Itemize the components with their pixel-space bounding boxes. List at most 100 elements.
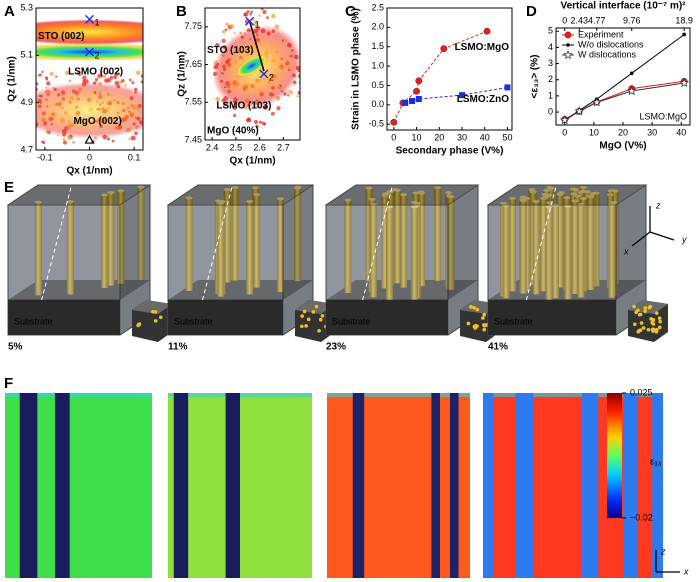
legend-label: W dislocations bbox=[578, 49, 637, 59]
pillar bbox=[217, 203, 225, 297]
pillar-top bbox=[393, 188, 401, 192]
pillar bbox=[276, 198, 284, 292]
pillar-top bbox=[545, 205, 553, 209]
box-front bbox=[325, 204, 449, 301]
slice-line bbox=[41, 184, 73, 301]
noise bbox=[225, 22, 230, 27]
substrate-front bbox=[8, 300, 120, 335]
map-edge bbox=[483, 393, 663, 397]
noise bbox=[249, 12, 253, 16]
noise bbox=[46, 81, 51, 86]
axis-letter: z bbox=[660, 546, 666, 556]
noise bbox=[100, 70, 104, 74]
pillar-top bbox=[368, 197, 376, 201]
pillar bbox=[418, 193, 426, 287]
pillar-top bbox=[611, 189, 619, 193]
noise bbox=[94, 78, 99, 82]
pillar-top bbox=[563, 196, 571, 200]
y-tick-label: 7.65 bbox=[184, 59, 202, 69]
point bbox=[402, 99, 409, 106]
point bbox=[682, 32, 686, 37]
band bbox=[36, 19, 143, 45]
noise bbox=[258, 120, 263, 124]
pillar-top bbox=[606, 193, 614, 197]
inset-dot bbox=[300, 314, 304, 318]
pillar bbox=[34, 202, 42, 296]
pillar-top bbox=[570, 192, 578, 196]
pillar-top bbox=[583, 190, 591, 194]
pillar-section bbox=[19, 393, 38, 578]
y-tick-label: 7.75 bbox=[184, 21, 202, 31]
pillar-section bbox=[582, 393, 599, 578]
inset-dot bbox=[654, 311, 659, 315]
pillar-top bbox=[543, 189, 551, 193]
inset-dot bbox=[657, 325, 662, 330]
noise bbox=[78, 73, 82, 77]
marker-cross bbox=[245, 16, 255, 26]
panel-label: D bbox=[526, 3, 537, 20]
legend-marker bbox=[563, 50, 573, 60]
inset-dot bbox=[472, 305, 476, 310]
point bbox=[390, 118, 398, 126]
noise bbox=[222, 104, 225, 107]
pillar-top bbox=[574, 194, 582, 198]
noise bbox=[135, 70, 141, 76]
pillar-section bbox=[623, 393, 638, 578]
pillar-top bbox=[246, 199, 254, 203]
inset-dot bbox=[651, 317, 656, 322]
marker-label: 2 bbox=[95, 50, 100, 60]
inset-dot bbox=[482, 327, 486, 332]
colorbar-label: ε₃₃ bbox=[650, 456, 662, 466]
noise bbox=[258, 14, 261, 17]
noise bbox=[252, 18, 255, 22]
annotation: MgO (40%) bbox=[207, 125, 259, 136]
pillar bbox=[101, 194, 109, 288]
y-tick-label: 4.7 bbox=[20, 144, 33, 154]
pillar-top bbox=[386, 190, 394, 194]
inset-dot bbox=[475, 324, 479, 328]
inset-dot bbox=[466, 321, 471, 326]
pillar-top bbox=[381, 193, 389, 197]
pillar bbox=[519, 200, 527, 294]
noise bbox=[215, 96, 221, 102]
heatmap: 12 bbox=[212, 8, 300, 129]
y-tick-label: 7.45 bbox=[184, 134, 202, 144]
noise bbox=[62, 137, 66, 141]
x2-tick-label: 0 bbox=[562, 15, 567, 25]
noise bbox=[55, 75, 58, 78]
pillar bbox=[393, 190, 401, 284]
pillar bbox=[564, 206, 572, 300]
noise bbox=[261, 121, 266, 126]
point bbox=[415, 96, 422, 103]
pillar bbox=[608, 204, 616, 298]
pillar-top bbox=[577, 203, 585, 207]
cloud bbox=[36, 81, 143, 139]
noise bbox=[68, 79, 72, 83]
noise bbox=[260, 8, 264, 11]
pillar-section bbox=[225, 393, 240, 578]
slice-line bbox=[202, 184, 233, 301]
y-axis-label: <ε₃₃> (%) bbox=[530, 54, 541, 98]
annotation: STO (002) bbox=[38, 31, 85, 42]
axis-arrow bbox=[649, 231, 675, 241]
marker-cross bbox=[85, 14, 94, 24]
noise bbox=[270, 111, 275, 116]
inset-dot bbox=[300, 324, 304, 329]
y-axis-label: Qz (1/nm) bbox=[177, 51, 188, 97]
pillar-top bbox=[589, 192, 597, 196]
pillar-top bbox=[34, 200, 42, 204]
x-tick-label: 2.6 bbox=[253, 142, 266, 152]
marker-cross bbox=[259, 69, 269, 79]
fraction-label: 41% bbox=[488, 342, 508, 353]
panel-label: F bbox=[4, 375, 13, 392]
x-tick-label: 10 bbox=[589, 127, 599, 137]
plot-frame bbox=[386, 7, 513, 131]
noise bbox=[72, 141, 75, 144]
panel-label: A bbox=[4, 3, 15, 20]
pillar-top bbox=[251, 186, 259, 190]
x2-tick-label: 9.76 bbox=[623, 15, 641, 25]
inset-dot bbox=[657, 316, 662, 320]
pillar bbox=[185, 198, 193, 292]
y-tick-label: 1.0 bbox=[371, 60, 384, 70]
